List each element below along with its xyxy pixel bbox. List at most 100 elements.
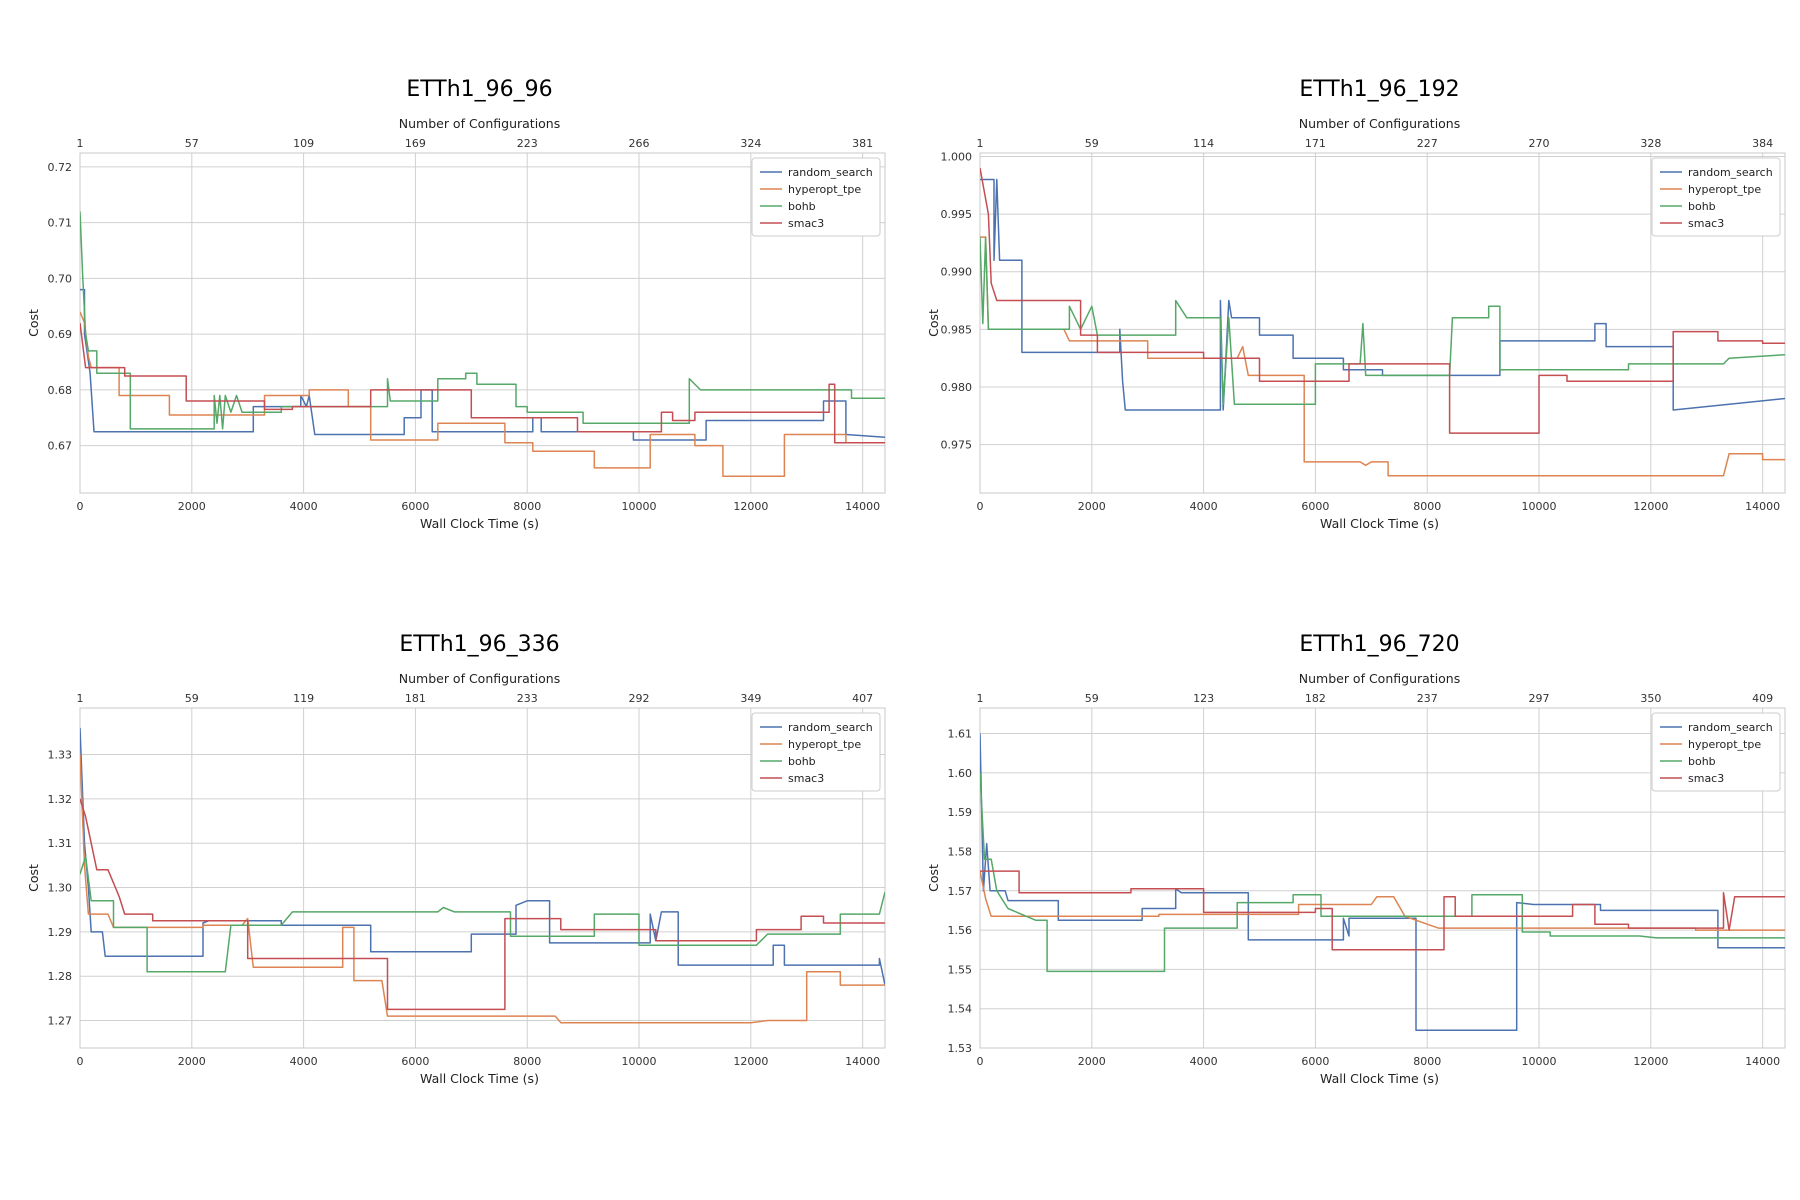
y-tick-label: 0.985 <box>941 323 973 336</box>
series-line-smac3 <box>80 322 885 444</box>
top-tick-label: 270 <box>1529 137 1550 150</box>
x-tick-label: 14000 <box>1745 500 1780 513</box>
series-lines <box>80 727 885 1024</box>
series-line-bohb <box>80 211 885 430</box>
series-line-smac3 <box>80 798 885 1011</box>
x-tick-label: 6000 <box>401 1055 429 1068</box>
x-tick-label: 2000 <box>1078 500 1106 513</box>
series-line-random-search <box>80 727 885 986</box>
y-tick-label: 1.59 <box>948 806 973 819</box>
x-tick-label: 6000 <box>401 500 429 513</box>
y-tick-label: 1.61 <box>948 728 973 741</box>
y-tick-label: 1.56 <box>948 924 973 937</box>
top-axis-label: Number of Configurations <box>1299 116 1461 131</box>
x-tick-label: 12000 <box>733 500 768 513</box>
y-tick-label: 0.69 <box>48 328 73 341</box>
x-tick-label: 14000 <box>1745 1055 1780 1068</box>
x-tick-label: 12000 <box>1633 500 1668 513</box>
top-tick-label: 349 <box>740 692 761 705</box>
y-tick-label: 0.980 <box>941 381 973 394</box>
legend-box <box>751 157 881 237</box>
y-tick-label: 1.28 <box>48 970 73 983</box>
top-tick-label: 109 <box>293 137 314 150</box>
chart-title: ETTh1_96_336 <box>399 632 559 657</box>
top-tick-label: 1 <box>977 137 984 150</box>
top-tick-label: 233 <box>517 692 538 705</box>
top-tick-label: 59 <box>185 692 199 705</box>
x-tick-label: 2000 <box>178 1055 206 1068</box>
top-tick-label: 324 <box>740 137 761 150</box>
y-tick-label: 1.33 <box>48 749 73 762</box>
top-tick-label: 223 <box>517 137 538 150</box>
series-line-bohb <box>980 236 1785 406</box>
x-tick-label: 4000 <box>1190 500 1218 513</box>
y-tick-label: 0.72 <box>48 161 73 174</box>
chart-panel-etth1-96-192: ETTh1_96_192 Number of Configurations 0 200… <box>900 0 1800 560</box>
chart-etth1-96-96: ETTh1_96_96 Number of Configurations 0 2000… <box>26 77 886 531</box>
y-tick-label: 0.975 <box>941 439 973 452</box>
chart-etth1-96-336: ETTh1_96_336 Number of Configurations 0 200… <box>26 632 886 1086</box>
x-axis-label: Wall Clock Time (s) <box>1320 1071 1439 1086</box>
y-tick-label: 1.53 <box>948 1042 973 1055</box>
plot-frame <box>79 707 886 1049</box>
y-tick-labels: 0.975 0.980 0.985 0.990 0.995 1.000 <box>941 150 973 451</box>
series-line-hyperopt-tpe <box>980 870 1785 931</box>
top-tick-labels: 1 59 114 171 227 270 328 384 <box>977 137 1774 150</box>
x-axis-label: Wall Clock Time (s) <box>1320 516 1439 531</box>
x-tick-label: 10000 <box>622 500 657 513</box>
x-tick-label: 4000 <box>290 1055 318 1068</box>
series-lines <box>80 211 885 478</box>
x-tick-label: 8000 <box>513 500 541 513</box>
legend-label: bohb <box>1688 755 1716 768</box>
chart-panel-etth1-96-96: ETTh1_96_96 Number of Configurations 0 2000… <box>0 0 900 560</box>
y-tick-label: 0.995 <box>941 208 973 221</box>
y-axis-label: Cost <box>926 309 941 337</box>
top-tick-label: 350 <box>1640 692 1661 705</box>
series-lines <box>980 167 1785 477</box>
series-line-smac3 <box>980 167 1785 434</box>
top-tick-label: 114 <box>1193 137 1214 150</box>
legend-label: bohb <box>788 755 816 768</box>
top-tick-label: 292 <box>629 692 650 705</box>
top-tick-label: 171 <box>1305 137 1326 150</box>
top-tick-label: 227 <box>1417 137 1438 150</box>
y-tick-labels: 1.27 1.28 1.29 1.30 1.31 1.32 1.33 <box>48 749 73 1028</box>
top-tick-label: 1 <box>77 692 84 705</box>
x-tick-label: 0 <box>77 500 84 513</box>
legend-box <box>1651 712 1781 792</box>
top-axis-label: Number of Configurations <box>399 116 561 131</box>
y-tick-labels: 1.53 1.54 1.55 1.56 1.57 1.58 1.59 1.60 1.61 <box>948 728 973 1055</box>
top-tick-label: 181 <box>405 692 426 705</box>
chart-etth1-96-192: ETTh1_96_192 Number of Configurations 0 200… <box>926 77 1786 531</box>
x-tick-label: 10000 <box>1522 500 1557 513</box>
legend-label: bohb <box>788 200 816 213</box>
series-line-hyperopt-tpe <box>80 754 885 1024</box>
top-tick-label: 384 <box>1752 137 1773 150</box>
x-tick-label: 6000 <box>1301 1055 1329 1068</box>
legend-label: random_search <box>788 721 873 734</box>
y-axis-label: Cost <box>926 864 941 892</box>
chart-etth1-96-720: ETTh1_96_720 Number of Configurations 0 200… <box>926 632 1786 1086</box>
series-line-bohb <box>980 772 1785 973</box>
x-tick-labels: 0 2000 4000 6000 8000 10000 12000 14000 <box>77 500 881 513</box>
series-lines <box>980 733 1785 1032</box>
y-tick-label: 1.32 <box>48 793 73 806</box>
top-tick-labels: 1 59 123 182 237 297 350 409 <box>977 692 1774 705</box>
x-tick-label: 2000 <box>1078 1055 1106 1068</box>
top-axis-label: Number of Configurations <box>1299 671 1461 686</box>
y-tick-label: 0.68 <box>48 384 73 397</box>
y-tick-label: 1.27 <box>48 1015 73 1028</box>
top-tick-label: 409 <box>1752 692 1773 705</box>
top-tick-label: 297 <box>1529 692 1550 705</box>
y-tick-label: 0.71 <box>48 217 73 230</box>
top-tick-label: 57 <box>185 137 199 150</box>
x-tick-labels: 0 2000 4000 6000 8000 10000 12000 14000 <box>977 1055 1781 1068</box>
top-tick-label: 1 <box>77 137 84 150</box>
series-line-hyperopt-tpe <box>980 236 1785 477</box>
y-tick-label: 1.55 <box>948 963 973 976</box>
x-tick-label: 10000 <box>1522 1055 1557 1068</box>
series-line-bohb <box>80 855 885 973</box>
top-tick-label: 169 <box>405 137 426 150</box>
